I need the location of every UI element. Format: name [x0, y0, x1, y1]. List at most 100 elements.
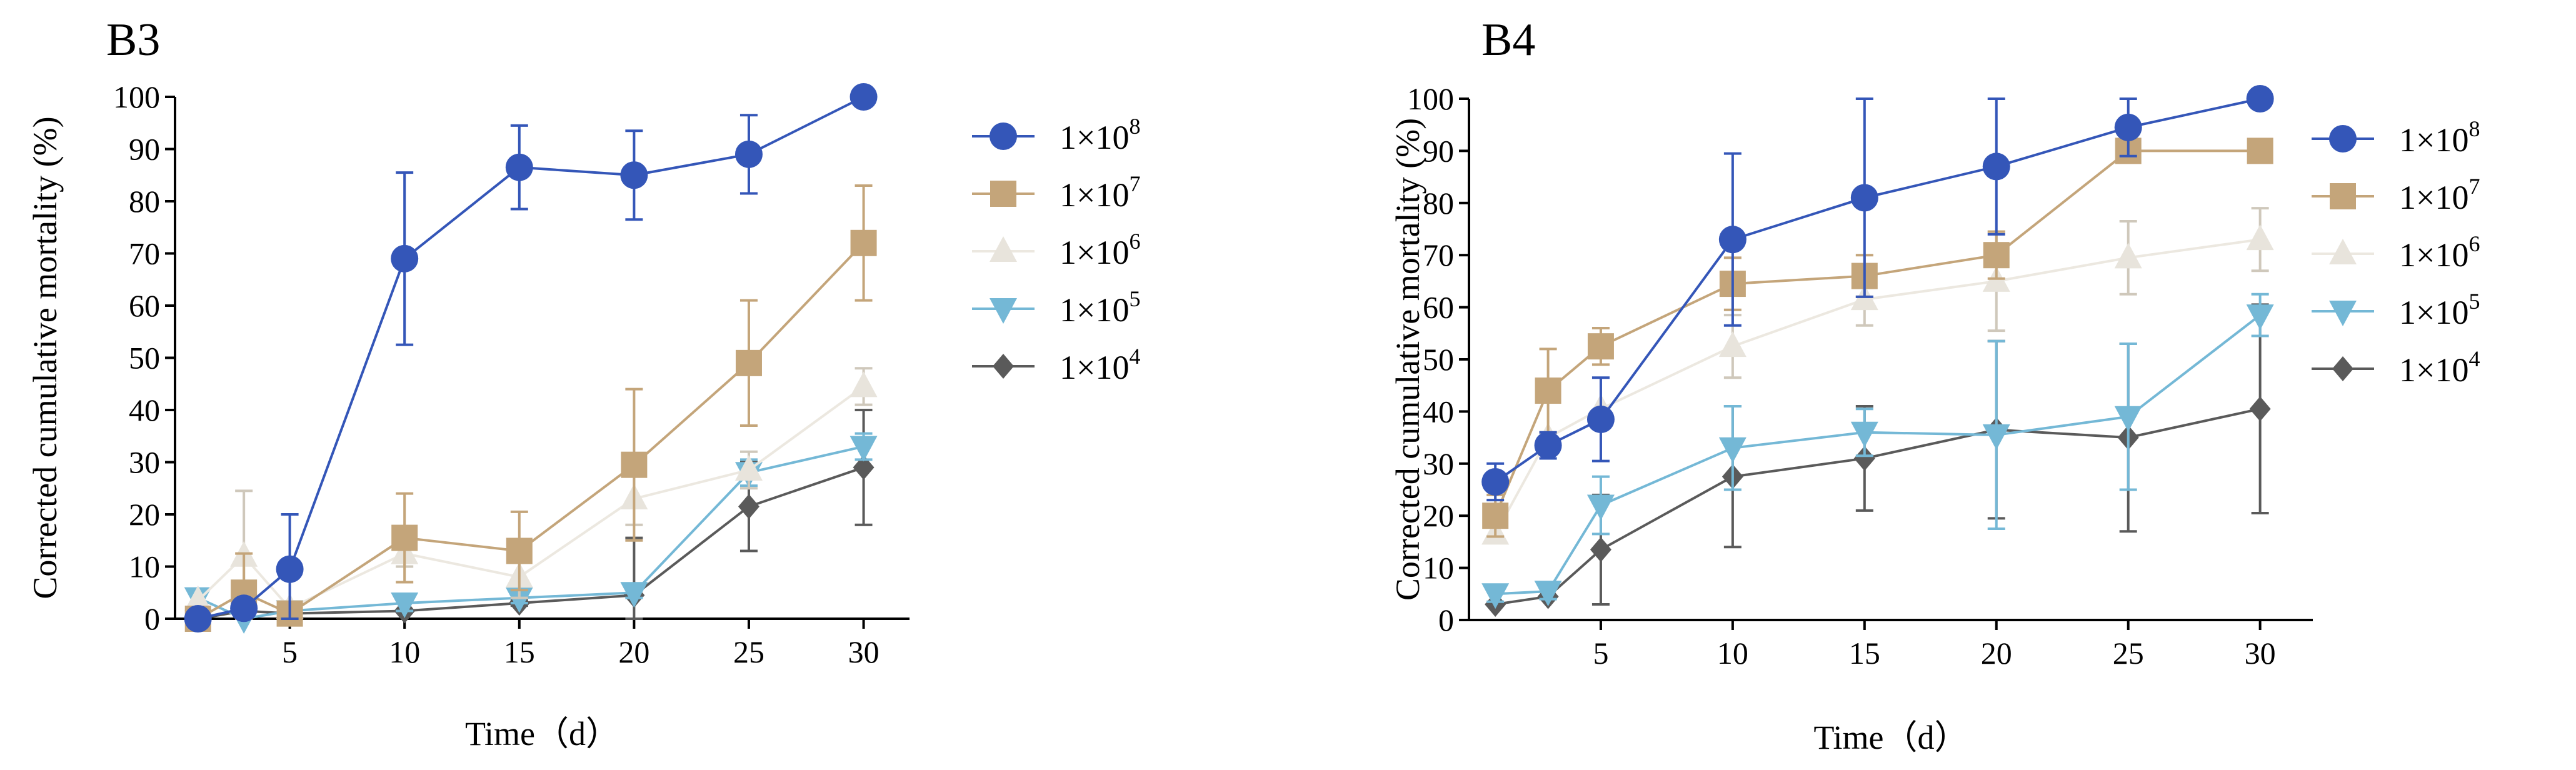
data-point [735, 349, 762, 376]
data-point [853, 454, 875, 480]
data-point [2114, 113, 2142, 141]
data-point [1982, 152, 2010, 181]
legend-marker [2329, 125, 2357, 152]
legend-marker [2329, 239, 2357, 264]
y-tick-label: 50 [129, 341, 160, 376]
data-point [620, 582, 648, 608]
legend-label: 1×107 [1060, 171, 1140, 214]
legend-exponent: 5 [2468, 289, 2480, 314]
data-point [1850, 421, 1878, 448]
x-tick-label: 30 [2245, 636, 2276, 671]
data-point [1587, 333, 1614, 360]
data-point [1718, 331, 1747, 358]
legend-entry: 1×105 [2312, 289, 2480, 331]
series-triangle-down [1481, 292, 2274, 609]
data-point [1850, 184, 1878, 212]
series-line [197, 445, 865, 621]
y-tick-label: 80 [129, 184, 160, 219]
y-tick-label: 70 [1423, 238, 1454, 272]
y-tick-label: 20 [129, 497, 160, 532]
legend-label: 1×106 [2399, 231, 2480, 274]
legend-base: 1×10 [2399, 179, 2468, 216]
legend-marker [990, 236, 1017, 262]
data-point [738, 494, 759, 519]
legend-label: 1×107 [2399, 174, 2480, 216]
legend-exponent: 4 [1129, 344, 1140, 369]
legend-entry: 1×105 [972, 286, 1140, 329]
legend-entry: 1×104 [972, 344, 1140, 386]
y-tick-label: 100 [113, 79, 160, 114]
data-point [2114, 406, 2142, 432]
data-point [621, 451, 648, 478]
legend-exponent: 8 [1129, 114, 1140, 139]
y-tick-label: 10 [129, 549, 160, 584]
data-point [391, 524, 418, 551]
legend-label: 1×106 [1060, 229, 1140, 271]
data-point [1590, 537, 1611, 562]
y-tick-label: 100 [1407, 81, 1454, 116]
y-tick-label: 0 [1438, 602, 1454, 638]
data-point [850, 229, 877, 256]
data-point [1853, 446, 1875, 471]
legend-exponent: 6 [1129, 229, 1140, 254]
y-tick-label: 10 [1423, 551, 1454, 586]
chart-panel-b3: B3 0 10 20 30 40 50 60 70 80 90 100 5 10 15 20 25 30 Time（… [26, 14, 1140, 752]
data-point [391, 244, 419, 272]
legend-label: 1×104 [2399, 346, 2480, 389]
series-line [1495, 314, 2261, 596]
data-point [849, 83, 878, 111]
data-point [734, 140, 763, 168]
y-tick-label: 50 [1423, 342, 1454, 377]
legend-label: 1×104 [1060, 344, 1140, 386]
x-tick-label: 15 [504, 634, 535, 669]
chart-panel-b4: B4 0 10 20 30 40 50 60 70 80 90 100 5 10 15 20 25 30 Time（… [1389, 14, 2480, 756]
x-tick-label: 20 [618, 634, 649, 669]
legend-base: 1×10 [1060, 119, 1129, 156]
x-tick-label: 5 [282, 634, 298, 669]
data-point [505, 153, 533, 181]
data-point [849, 371, 878, 398]
series-circle [1481, 85, 2274, 502]
legend-exponent: 5 [1129, 286, 1140, 311]
x-tick-label: 25 [733, 634, 764, 669]
legend-marker [990, 181, 1016, 207]
data-point [1982, 424, 2010, 450]
legend-exponent: 7 [2468, 174, 2480, 199]
data-point [849, 436, 878, 462]
legend-base: 1×10 [2399, 121, 2468, 159]
legend-entry: 1×104 [2312, 346, 2480, 389]
legend-exponent: 7 [1129, 171, 1140, 196]
y-tick-label: 30 [1423, 446, 1454, 481]
data-point [1586, 494, 1615, 521]
legend-base: 1×10 [1060, 176, 1129, 214]
y-axis-label: Corrected cumulative mortality (%) [1389, 118, 1426, 601]
x-tick-label: 10 [1717, 636, 1748, 671]
legend-exponent: 4 [2468, 346, 2480, 371]
data-point [2114, 242, 2142, 269]
x-tick-label: 15 [1849, 636, 1880, 671]
data-point [1534, 431, 1562, 459]
x-tick-label: 25 [2113, 636, 2144, 671]
data-point [1482, 502, 1509, 529]
x-tick-label: 30 [848, 634, 880, 669]
data-point [2249, 396, 2271, 422]
data-point [391, 592, 419, 618]
legend-exponent: 6 [2468, 231, 2480, 256]
y-tick-label: 90 [129, 132, 160, 167]
x-tick-label: 20 [1981, 636, 2012, 671]
series-line [1495, 408, 2261, 606]
y-tick-label: 40 [1423, 394, 1454, 429]
data-point [620, 161, 648, 189]
panel-title: B4 [1481, 14, 1535, 66]
legend-base: 1×10 [2399, 294, 2468, 331]
legend-label: 1×108 [2399, 116, 2480, 159]
x-axis-label: Time（d） [465, 715, 619, 752]
data-point [2246, 304, 2274, 331]
data-point [506, 538, 533, 564]
data-point [2246, 224, 2274, 251]
data-point [1481, 468, 1510, 496]
x-tick-label: 10 [389, 634, 420, 669]
data-point [184, 585, 212, 611]
legend-entry: 1×108 [972, 114, 1140, 156]
panel-title: B3 [106, 14, 160, 66]
